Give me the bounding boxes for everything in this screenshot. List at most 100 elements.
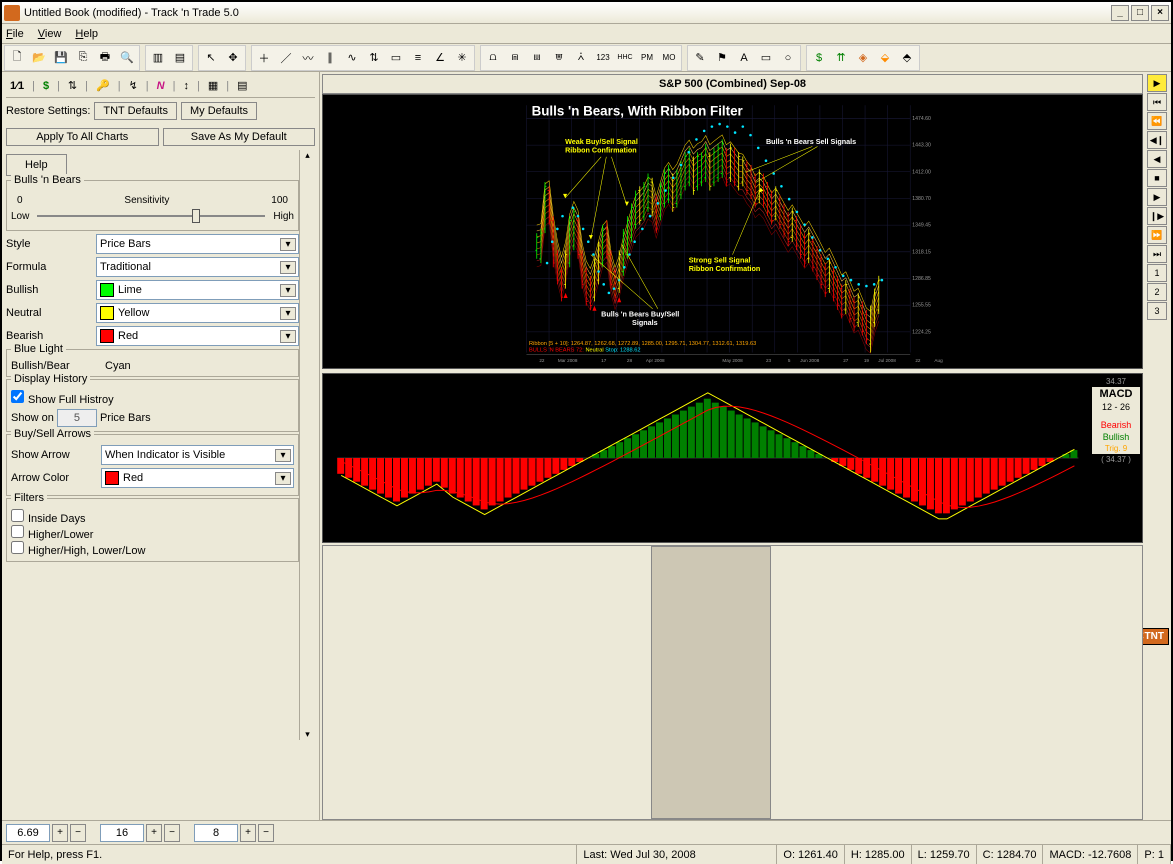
rewind-button[interactable]: ⏪ bbox=[1147, 112, 1167, 130]
sidebar-list-icon[interactable]: ▤ bbox=[233, 79, 251, 92]
gann-icon[interactable]: ✳ bbox=[451, 47, 473, 69]
line-tool-icon[interactable]: ／ bbox=[275, 47, 297, 69]
open-icon[interactable]: 📂 bbox=[28, 47, 50, 69]
rect-icon[interactable]: ▭ bbox=[755, 47, 777, 69]
circle-icon[interactable]: ○ bbox=[777, 47, 799, 69]
indicator4-icon[interactable]: ⬘ bbox=[896, 47, 918, 69]
spin1-up[interactable]: + bbox=[52, 824, 68, 842]
tool-e-icon[interactable]: ⩑ bbox=[570, 47, 592, 69]
dollar-icon[interactable]: $ bbox=[808, 47, 830, 69]
stop-button[interactable]: ■ bbox=[1147, 169, 1167, 187]
plus-icon[interactable]: ＋ bbox=[253, 47, 275, 69]
save-default-button[interactable]: Save As My Default bbox=[163, 128, 316, 146]
sidebar-scrollbar[interactable]: ▴ ▾ bbox=[299, 150, 315, 740]
save-icon[interactable]: 💾 bbox=[50, 47, 72, 69]
pointer-icon[interactable]: ↖ bbox=[200, 47, 222, 69]
sidebar-key-icon[interactable]: 🔑 bbox=[92, 79, 114, 92]
tool-mo-icon[interactable]: MO bbox=[658, 47, 680, 69]
flag-icon[interactable]: ⚑ bbox=[711, 47, 733, 69]
sidebar-tab1-icon[interactable]: 1⁄1 bbox=[6, 80, 28, 92]
pencil-icon[interactable]: ✎ bbox=[689, 47, 711, 69]
show-on-input[interactable] bbox=[57, 409, 97, 427]
spin1-input[interactable] bbox=[6, 824, 50, 842]
indicator2-icon[interactable]: ◈ bbox=[852, 47, 874, 69]
sidebar-grid-icon[interactable]: ▦ bbox=[204, 79, 222, 92]
maximize-button[interactable]: □ bbox=[1131, 5, 1149, 21]
crosshair-icon[interactable]: ✥ bbox=[222, 47, 244, 69]
step-fwd-button[interactable]: ❙▶ bbox=[1147, 207, 1167, 225]
filter-inside-checkbox[interactable] bbox=[11, 509, 24, 522]
speed1-button[interactable]: 1 bbox=[1147, 264, 1167, 282]
arrow-color-combo[interactable]: Red bbox=[101, 468, 294, 488]
channel-icon[interactable]: ∥ bbox=[319, 47, 341, 69]
print-icon[interactable]: 🖶 bbox=[94, 47, 116, 69]
menu-file[interactable]: File bbox=[6, 28, 24, 40]
search-icon[interactable]: 🔍 bbox=[116, 47, 138, 69]
tool-c-icon[interactable]: ⩏ bbox=[526, 47, 548, 69]
indicator3-icon[interactable]: ⬙ bbox=[874, 47, 896, 69]
filter-hhll-checkbox[interactable] bbox=[11, 541, 24, 554]
show-full-checkbox[interactable] bbox=[11, 390, 24, 403]
tool-hhc-icon[interactable]: HHC bbox=[614, 47, 636, 69]
apply-all-button[interactable]: Apply To All Charts bbox=[6, 128, 159, 146]
skip-start-button[interactable]: ⏮ bbox=[1147, 93, 1167, 111]
help-button[interactable]: Help bbox=[6, 154, 67, 176]
spin2-input[interactable] bbox=[100, 824, 144, 842]
chart-scrollbar[interactable] bbox=[322, 545, 1143, 820]
sidebar-dollar-icon[interactable]: $ bbox=[39, 80, 53, 92]
ffwd-button[interactable]: ⏩ bbox=[1147, 226, 1167, 244]
tool-b-icon[interactable]: ⩎ bbox=[504, 47, 526, 69]
spin2-down[interactable]: − bbox=[164, 824, 180, 842]
sidebar-arrows-icon[interactable]: ⇅ bbox=[64, 79, 81, 92]
sidebar-tool-icon[interactable]: ↯ bbox=[125, 79, 142, 92]
retrace-icon[interactable]: ⇅ bbox=[363, 47, 385, 69]
spin1-down[interactable]: − bbox=[70, 824, 86, 842]
speed3-button[interactable]: 3 bbox=[1147, 302, 1167, 320]
zigzag-icon[interactable]: ▭ bbox=[385, 47, 407, 69]
tool-a-icon[interactable]: ⩍ bbox=[482, 47, 504, 69]
menu-help[interactable]: Help bbox=[75, 28, 98, 40]
neutral-color-combo[interactable]: Yellow bbox=[96, 303, 299, 323]
angle-icon[interactable]: ∠ bbox=[429, 47, 451, 69]
bluelight-mode-combo[interactable]: Bullish/Bear bbox=[11, 360, 101, 372]
bearish-color-combo[interactable]: Red bbox=[96, 326, 299, 346]
columns-icon[interactable]: ▥ bbox=[147, 47, 169, 69]
new-icon[interactable]: 🗋 bbox=[6, 47, 28, 69]
spin3-down[interactable]: − bbox=[258, 824, 274, 842]
next-button[interactable]: ▶ bbox=[1147, 188, 1167, 206]
spin3-up[interactable]: + bbox=[240, 824, 256, 842]
bullish-color-combo[interactable]: Lime bbox=[96, 280, 299, 300]
bluelight-color-combo[interactable]: Cyan bbox=[105, 360, 294, 372]
macd-panel[interactable]: 34.37 MACD 12 - 26 Bearish Bullish Trig.… bbox=[322, 373, 1143, 543]
fib-icon[interactable]: ≡ bbox=[407, 47, 429, 69]
prev-button[interactable]: ◀ bbox=[1147, 150, 1167, 168]
panel-icon[interactable]: ▤ bbox=[169, 47, 191, 69]
play-fast-button[interactable]: ▶ bbox=[1147, 74, 1167, 92]
tool-pm-icon[interactable]: PM bbox=[636, 47, 658, 69]
copy-icon[interactable]: ⎘ bbox=[72, 47, 94, 69]
formula-combo[interactable]: Traditional bbox=[96, 257, 299, 277]
style-combo[interactable]: Price Bars bbox=[96, 234, 299, 254]
speed2-button[interactable]: 2 bbox=[1147, 283, 1167, 301]
show-arrow-combo[interactable]: When Indicator is Visible bbox=[101, 445, 294, 465]
skip-end-button[interactable]: ⏭ bbox=[1147, 245, 1167, 263]
step-back-button[interactable]: ◀❙ bbox=[1147, 131, 1167, 149]
wave-icon[interactable]: ∿ bbox=[341, 47, 363, 69]
close-button[interactable]: × bbox=[1151, 5, 1169, 21]
sidebar-wave-icon[interactable]: N bbox=[153, 80, 169, 92]
minimize-button[interactable]: _ bbox=[1111, 5, 1129, 21]
tnt-defaults-button[interactable]: TNT Defaults bbox=[94, 102, 177, 120]
sensitivity-slider[interactable] bbox=[37, 208, 265, 224]
spin2-up[interactable]: + bbox=[146, 824, 162, 842]
text-tool-icon[interactable]: A bbox=[733, 47, 755, 69]
tool-123-icon[interactable]: 123 bbox=[592, 47, 614, 69]
tool-d-icon[interactable]: ⩐ bbox=[548, 47, 570, 69]
spin3-input[interactable] bbox=[194, 824, 238, 842]
filter-hl-checkbox[interactable] bbox=[11, 525, 24, 538]
menu-view[interactable]: View bbox=[38, 28, 62, 40]
multi-line-icon[interactable]: 〰 bbox=[297, 47, 319, 69]
indicator1-icon[interactable]: ⇈ bbox=[830, 47, 852, 69]
my-defaults-button[interactable]: My Defaults bbox=[181, 102, 257, 120]
sidebar-split-icon[interactable]: ↕ bbox=[179, 80, 193, 92]
price-chart-panel[interactable]: 1474.601443.301412.001380.701349.451318.… bbox=[322, 94, 1143, 369]
